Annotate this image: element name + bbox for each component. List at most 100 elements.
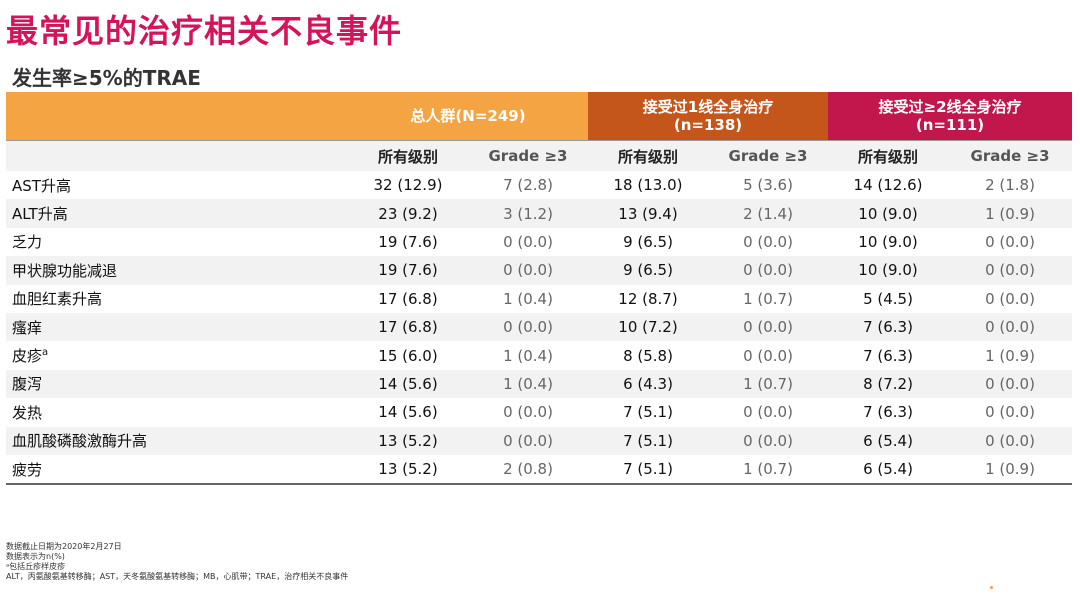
cell-all-grades: 10 (7.2) (588, 312, 708, 342)
cell-all-grades: 32 (12.9) (348, 171, 468, 200)
cell-grade3: 1 (0.9) (948, 341, 1073, 370)
adverse-event-term: 乏力 (6, 227, 348, 257)
adverse-event-term: 腹泻 (6, 369, 348, 399)
page-title: 最常见的治疗相关不良事件 (6, 12, 403, 50)
cell-all-grades: 23 (9.2) (348, 199, 468, 228)
cell-all-grades: 19 (7.6) (348, 256, 468, 285)
adverse-event-term: 血胆红素升高 (6, 284, 348, 313)
cell-grade3: 0 (0.0) (948, 426, 1073, 455)
term-label: 乏力 (12, 233, 43, 252)
footnote-abbreviations: ALT，丙氨酸氨基转移酶；AST，天冬氨酸氨基转移酶；MB，心肌带；TRAE，治… (6, 572, 349, 581)
subheader-all-grades: 所有级别 (828, 140, 949, 171)
cell-all-grades: 14 (5.6) (348, 369, 468, 399)
cell-grade3: 0 (0.0) (708, 256, 829, 285)
group-label: 总人群(N=249) (410, 107, 526, 125)
term-label: 甲状腺功能减退 (12, 261, 118, 280)
table-row: 乏力 19 (7.6) 0 (0.0) 9 (6.5) 0 (0.0) 10 (9.0) 0… (6, 227, 1073, 257)
cell-all-grades: 17 (6.8) (348, 284, 468, 313)
subheader-row: 所有级别 Grade ≥3 所有级别 Grade ≥3 所有级别 Grade ≥… (6, 140, 1073, 171)
cell-grade3: 1 (0.4) (468, 369, 588, 399)
decorative-dot (990, 586, 993, 589)
term-label: ALT升高 (12, 205, 68, 224)
cell-all-grades: 14 (12.6) (828, 171, 949, 200)
table-row: 腹泻 14 (5.6) 1 (0.4) 6 (4.3) 1 (0.7) 8 (7.2) 0 … (6, 369, 1073, 399)
group-header-1-line: 接受过1线全身治疗 (n=138) (588, 92, 829, 141)
term-label: 血肌酸磷酸激酶升高 (12, 432, 148, 451)
cell-grade3: 2 (0.8) (468, 454, 588, 486)
term-label: 瘙痒 (12, 318, 43, 337)
cell-grade3: 0 (0.0) (468, 398, 588, 427)
subheader-grade3: Grade ≥3 (948, 140, 1073, 171)
cell-grade3: 5 (3.6) (708, 171, 829, 200)
cell-grade3: 0 (0.0) (948, 256, 1073, 285)
cell-grade3: 0 (0.0) (948, 398, 1073, 427)
cell-grade3: 0 (0.0) (468, 227, 588, 257)
term-label: 血胆红素升高 (12, 290, 103, 309)
subheader-blank (6, 140, 348, 171)
cell-all-grades: 15 (6.0) (348, 341, 468, 370)
cell-grade3: 7 (2.8) (468, 171, 588, 200)
cell-all-grades: 10 (9.0) (828, 199, 949, 228)
cell-all-grades: 9 (6.5) (588, 256, 708, 285)
footnotes: 数据截止日期为2020年2月27日 数据表示为n(%) ᵃ包括丘疹样皮疹 ALT… (6, 542, 348, 582)
footnote-rash: ᵃ包括丘疹样皮疹 (6, 562, 66, 571)
cell-all-grades: 10 (9.0) (828, 256, 949, 285)
cell-grade3: 0 (0.0) (468, 256, 588, 285)
cell-grade3: 1 (0.4) (468, 284, 588, 313)
table-row: 血肌酸磷酸激酶升高 13 (5.2) 0 (0.0) 7 (5.1) 0 (0.0) 6 … (6, 426, 1073, 455)
table-row: AST升高 32 (12.9) 7 (2.8) 18 (13.0) 5 (3.6) 14 … (6, 171, 1073, 200)
footnote-marker: a (42, 347, 49, 359)
cell-grade3: 1 (0.9) (948, 199, 1073, 228)
adverse-event-term: 瘙痒 (6, 312, 348, 342)
cell-grade3: 0 (0.0) (948, 284, 1073, 313)
cell-all-grades: 12 (8.7) (588, 284, 708, 313)
cell-all-grades: 8 (7.2) (828, 369, 949, 399)
group-header-2plus-line: 接受过≥2线全身治疗 (n=111) (828, 92, 1073, 141)
cell-all-grades: 19 (7.6) (348, 227, 468, 257)
term-label: 皮疹 (12, 347, 43, 366)
group-n: (n=138) (673, 116, 743, 134)
cell-all-grades: 14 (5.6) (348, 398, 468, 427)
adverse-event-term: AST升高 (6, 171, 348, 200)
group-header-row: 总人群(N=249) 接受过1线全身治疗 (n=138) 接受过≥2线全身治疗 … (6, 92, 1073, 141)
cell-grade3: 0 (0.0) (948, 312, 1073, 342)
cell-all-grades: 13 (5.2) (348, 454, 468, 486)
cell-all-grades: 6 (5.4) (828, 454, 949, 486)
table-row: 甲状腺功能减退 19 (7.6) 0 (0.0) 9 (6.5) 0 (0.0) 10 (… (6, 256, 1073, 285)
table-row: 瘙痒 17 (6.8) 0 (0.0) 10 (7.2) 0 (0.0) 7 (6.3) 0… (6, 312, 1073, 342)
cell-grade3: 0 (0.0) (708, 227, 829, 257)
cell-grade3: 0 (0.0) (468, 312, 588, 342)
cell-grade3: 1 (0.7) (708, 369, 829, 399)
cell-grade3: 0 (0.0) (708, 398, 829, 427)
cell-grade3: 0 (0.0) (948, 227, 1073, 257)
page-subtitle: 发生率≥5%的TRAE (12, 66, 201, 90)
cell-all-grades: 18 (13.0) (588, 171, 708, 200)
cell-grade3: 1 (0.4) (468, 341, 588, 370)
term-label: 疲劳 (12, 460, 43, 479)
cell-grade3: 3 (1.2) (468, 199, 588, 228)
cell-all-grades: 8 (5.8) (588, 341, 708, 370)
table-row: 发热 14 (5.6) 0 (0.0) 7 (5.1) 0 (0.0) 7 (6.3) 0 … (6, 398, 1073, 427)
cell-all-grades: 7 (6.3) (828, 398, 949, 427)
subheader-all-grades: 所有级别 (588, 140, 708, 171)
cell-all-grades: 7 (6.3) (828, 312, 949, 342)
cell-all-grades: 13 (9.4) (588, 199, 708, 228)
adverse-event-term: ALT升高 (6, 199, 348, 228)
subheader-all-grades: 所有级别 (348, 140, 468, 171)
group-header-overall: 总人群(N=249) (348, 92, 588, 141)
cell-all-grades: 7 (5.1) (588, 454, 708, 486)
cell-grade3: 0 (0.0) (708, 341, 829, 370)
cell-grade3: 1 (0.7) (708, 284, 829, 313)
cell-grade3: 1 (0.7) (708, 454, 829, 486)
cell-all-grades: 17 (6.8) (348, 312, 468, 342)
adverse-event-term: 发热 (6, 398, 348, 427)
cell-all-grades: 6 (4.3) (588, 369, 708, 399)
table-row: 疲劳 13 (5.2) 2 (0.8) 7 (5.1) 1 (0.7) 6 (5.4) 1 … (6, 454, 1073, 486)
group-label: 接受过1线全身治疗 (642, 98, 774, 116)
cell-grade3: 0 (0.0) (948, 369, 1073, 399)
cell-all-grades: 5 (4.5) (828, 284, 949, 313)
footnote-cutoff: 数据截止日期为2020年2月27日 (6, 542, 122, 551)
cell-all-grades: 7 (5.1) (588, 398, 708, 427)
adverse-event-term: 皮疹a (6, 341, 348, 370)
term-label: AST升高 (12, 176, 71, 195)
